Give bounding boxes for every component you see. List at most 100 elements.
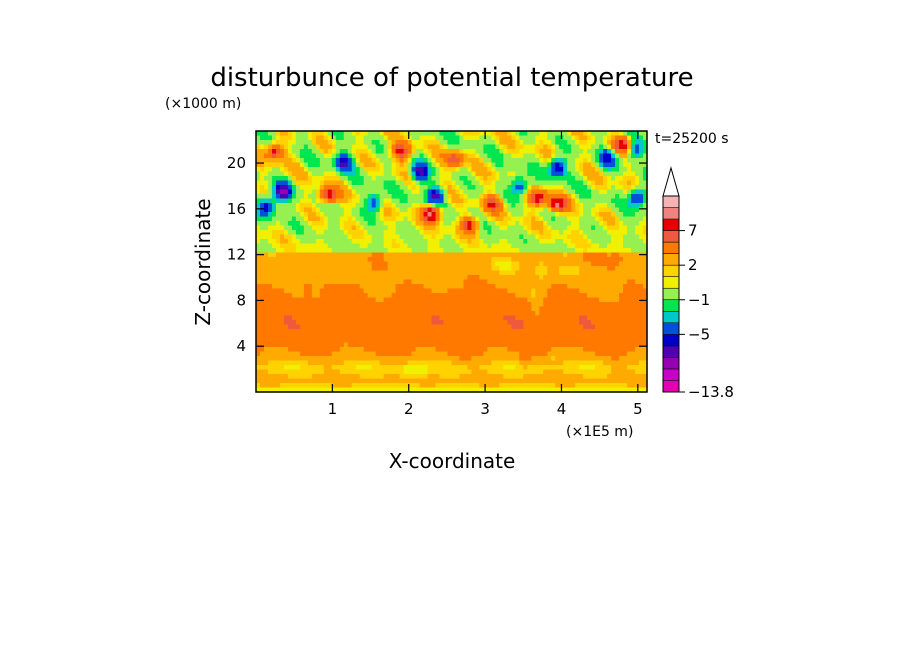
heatmap-cell bbox=[259, 216, 265, 222]
heatmap-cell bbox=[459, 320, 465, 326]
heatmap-cell bbox=[415, 216, 421, 222]
heatmap-cell bbox=[267, 311, 273, 317]
heatmap-cell bbox=[555, 284, 560, 290]
heatmap-cell bbox=[619, 198, 624, 204]
heatmap-cell bbox=[535, 261, 540, 267]
heatmap-cell bbox=[463, 180, 469, 186]
heatmap-cell bbox=[435, 261, 441, 267]
heatmap-cell bbox=[419, 189, 425, 195]
heatmap-cell bbox=[411, 131, 417, 137]
heatmap-cell bbox=[411, 252, 417, 258]
heatmap-cell bbox=[347, 149, 353, 155]
heatmap-cell bbox=[495, 243, 500, 249]
heatmap-cell bbox=[375, 351, 381, 357]
heatmap-cell bbox=[267, 203, 273, 209]
heatmap-cell bbox=[419, 198, 425, 204]
heatmap-cell bbox=[431, 279, 437, 285]
heatmap-cell bbox=[435, 302, 441, 308]
heatmap-cell bbox=[291, 306, 297, 312]
heatmap-cell bbox=[523, 149, 528, 155]
heatmap-cell bbox=[615, 234, 620, 240]
heatmap-cell bbox=[587, 153, 592, 159]
heatmap-cell bbox=[483, 261, 489, 267]
heatmap-cell bbox=[399, 221, 405, 227]
heatmap-cell bbox=[271, 198, 277, 204]
heatmap-cell bbox=[591, 320, 596, 326]
heatmap-cell bbox=[443, 230, 449, 236]
heatmap-cell bbox=[543, 333, 548, 339]
heatmap-cell bbox=[483, 158, 489, 164]
heatmap-cell bbox=[323, 338, 329, 344]
heatmap-cell bbox=[603, 279, 608, 285]
heatmap-cell bbox=[447, 167, 453, 173]
heatmap-cell bbox=[483, 176, 489, 182]
heatmap-cell bbox=[563, 288, 568, 294]
heatmap-cell bbox=[399, 135, 405, 141]
heatmap-cell bbox=[587, 239, 592, 245]
heatmap-cell bbox=[363, 347, 369, 353]
heatmap-cell bbox=[299, 261, 305, 267]
heatmap-cell bbox=[499, 293, 504, 299]
heatmap-cell bbox=[495, 140, 500, 146]
heatmap-cell bbox=[491, 212, 496, 218]
heatmap-cell bbox=[635, 140, 640, 146]
heatmap-cell bbox=[519, 347, 524, 353]
heatmap-cell bbox=[559, 284, 564, 290]
heatmap-cell bbox=[331, 135, 337, 141]
heatmap-cell bbox=[311, 203, 317, 209]
heatmap-cell bbox=[299, 225, 305, 231]
heatmap-cell bbox=[367, 297, 373, 303]
heatmap-cell bbox=[447, 234, 453, 240]
heatmap-cell bbox=[395, 243, 401, 249]
heatmap-cell bbox=[379, 180, 385, 186]
heatmap-cell bbox=[319, 230, 325, 236]
heatmap-cell bbox=[275, 248, 281, 254]
heatmap-cell bbox=[435, 288, 441, 294]
heatmap-cell bbox=[427, 293, 433, 299]
heatmap-cell bbox=[495, 261, 500, 267]
heatmap-cell bbox=[339, 347, 345, 353]
heatmap-cell bbox=[427, 252, 433, 258]
heatmap-cell bbox=[503, 225, 508, 231]
heatmap-cell bbox=[479, 288, 485, 294]
heatmap-cell bbox=[327, 131, 333, 137]
heatmap-cell bbox=[355, 297, 361, 303]
heatmap-cell bbox=[619, 284, 624, 290]
heatmap-cell bbox=[263, 257, 269, 263]
heatmap-cell bbox=[311, 329, 317, 335]
heatmap-cell bbox=[295, 329, 301, 335]
heatmap-cell bbox=[599, 311, 604, 317]
heatmap-cell bbox=[435, 266, 441, 272]
heatmap-cell bbox=[563, 131, 568, 137]
heatmap-cell bbox=[523, 356, 528, 362]
heatmap-cell bbox=[367, 275, 373, 281]
heatmap-cell bbox=[487, 198, 492, 204]
heatmap-cell bbox=[459, 261, 465, 267]
heatmap-cell bbox=[499, 266, 504, 272]
heatmap-cell bbox=[383, 243, 389, 249]
heatmap-cell bbox=[511, 302, 516, 308]
heatmap-cell bbox=[523, 315, 528, 321]
heatmap-cell bbox=[495, 320, 500, 326]
heatmap-cell bbox=[303, 243, 309, 249]
heatmap-cell bbox=[467, 225, 473, 231]
heatmap-cell bbox=[519, 356, 524, 362]
heatmap-cell bbox=[363, 140, 369, 146]
heatmap-cell bbox=[559, 212, 564, 218]
heatmap-cell bbox=[371, 306, 377, 312]
heatmap-cell bbox=[535, 158, 540, 164]
heatmap-cell bbox=[471, 333, 477, 339]
heatmap-cell bbox=[595, 167, 600, 173]
heatmap-cell bbox=[339, 248, 345, 254]
heatmap-cell bbox=[487, 320, 492, 326]
heatmap-cell bbox=[279, 243, 285, 249]
heatmap-cell bbox=[359, 293, 365, 299]
heatmap-cell bbox=[639, 140, 644, 146]
heatmap-cell bbox=[635, 180, 640, 186]
heatmap-cell bbox=[463, 338, 469, 344]
heatmap-cell bbox=[459, 180, 465, 186]
heatmap-cell bbox=[447, 311, 453, 317]
heatmap-cell bbox=[567, 329, 572, 335]
heatmap-cell bbox=[431, 225, 437, 231]
heatmap-cell bbox=[459, 266, 465, 272]
